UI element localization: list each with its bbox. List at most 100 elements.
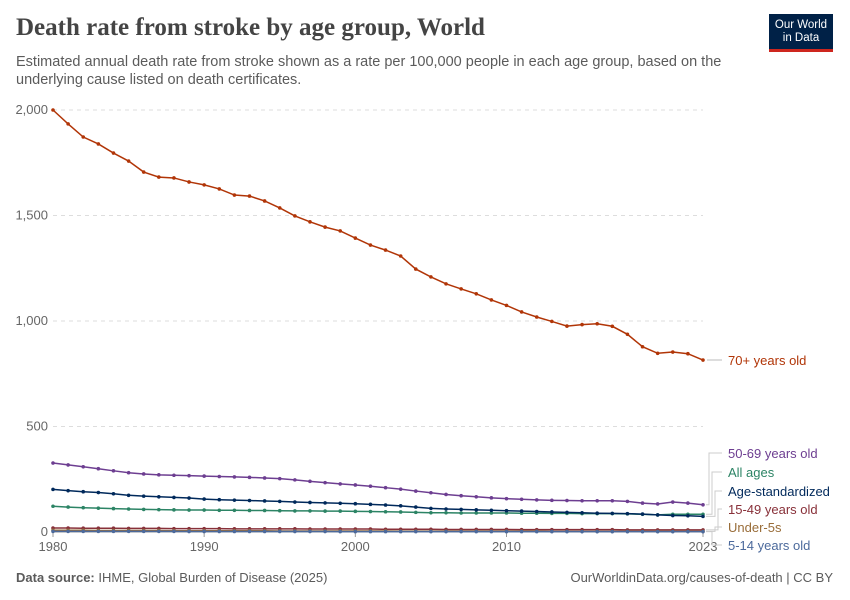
data-point xyxy=(504,529,509,534)
data-point xyxy=(610,529,615,534)
data-point xyxy=(670,350,675,354)
label-connector xyxy=(706,531,722,546)
data-point xyxy=(126,529,131,534)
data-point xyxy=(111,492,116,496)
data-point xyxy=(383,485,388,490)
data-point xyxy=(625,332,630,337)
data-point xyxy=(686,351,690,356)
x-tick-label: 2010 xyxy=(492,539,521,554)
data-point xyxy=(232,475,237,479)
data-point xyxy=(444,507,448,511)
data-point xyxy=(353,483,358,487)
data-point xyxy=(701,529,705,534)
series-label: 5-14 years old xyxy=(728,538,810,553)
data-point xyxy=(429,490,433,495)
data-point xyxy=(474,529,479,534)
data-point xyxy=(610,324,615,329)
y-tick-label: 500 xyxy=(26,419,48,434)
data-point xyxy=(96,142,101,146)
data-point xyxy=(413,267,418,271)
chart-subtitle: Estimated annual death rate from stroke … xyxy=(16,54,722,88)
data-point xyxy=(429,510,433,515)
data-point xyxy=(686,529,690,534)
label-connector xyxy=(706,508,722,531)
data-point xyxy=(338,509,343,513)
data-point xyxy=(550,529,554,534)
data-point xyxy=(610,498,615,503)
data-point xyxy=(96,490,101,495)
data-point xyxy=(217,529,222,534)
data-point xyxy=(217,474,222,479)
data-point xyxy=(534,529,539,534)
data-point xyxy=(368,484,373,489)
data-point xyxy=(51,461,55,465)
data-point xyxy=(565,498,569,503)
data-point xyxy=(262,199,267,203)
data-point xyxy=(111,529,116,534)
data-point xyxy=(66,505,70,509)
data-point xyxy=(519,497,524,502)
data-point xyxy=(247,194,252,198)
chart-title: Death rate from stroke by age group, Wor… xyxy=(16,14,485,41)
data-point xyxy=(323,501,327,505)
series-line-3 xyxy=(52,488,704,518)
data-point xyxy=(353,501,358,506)
data-point xyxy=(655,529,660,534)
data-point xyxy=(398,487,403,491)
owid-logo[interactable]: Our World in Data xyxy=(769,14,833,52)
series-label: 50-69 years old xyxy=(728,446,818,461)
series-line-1 xyxy=(52,462,704,506)
data-point xyxy=(277,499,282,504)
data-point xyxy=(368,243,373,247)
source-label: Data source: xyxy=(16,570,95,585)
data-point xyxy=(81,135,86,139)
data-point xyxy=(51,504,55,509)
data-point xyxy=(625,499,630,504)
data-point xyxy=(565,324,569,328)
x-tick-label: 2023 xyxy=(689,539,718,554)
data-point xyxy=(474,291,479,296)
data-point xyxy=(474,508,479,512)
data-point xyxy=(701,514,705,519)
data-point xyxy=(66,488,70,493)
x-tick-label: 2000 xyxy=(341,539,370,554)
data-point xyxy=(580,510,584,515)
data-point xyxy=(51,108,55,112)
data-point xyxy=(353,529,358,534)
data-point xyxy=(565,510,569,515)
data-point xyxy=(580,498,584,503)
data-point xyxy=(383,503,388,507)
data-point xyxy=(277,206,282,210)
data-point xyxy=(534,498,539,502)
data-point xyxy=(262,529,267,534)
data-point xyxy=(353,236,358,240)
data-point xyxy=(247,475,252,480)
data-point xyxy=(519,529,524,534)
data-point xyxy=(459,493,463,498)
data-point xyxy=(172,473,176,478)
data-point xyxy=(96,506,101,510)
data-point xyxy=(489,529,494,534)
label-connector xyxy=(706,526,722,532)
data-point xyxy=(670,500,675,504)
data-point xyxy=(308,500,312,505)
series-line-0 xyxy=(52,109,704,361)
data-point xyxy=(413,510,418,515)
data-point xyxy=(51,487,55,492)
data-point xyxy=(323,529,327,534)
data-point xyxy=(126,159,131,163)
footer-link[interactable]: OurWorldinData.org/causes-of-death | CC … xyxy=(570,570,833,585)
data-source: Data source: IHME, Global Burden of Dise… xyxy=(16,570,327,585)
source-text[interactable]: IHME, Global Burden of Disease (2025) xyxy=(98,570,328,585)
data-point xyxy=(232,508,237,513)
data-point xyxy=(534,509,539,514)
data-point xyxy=(247,498,252,503)
data-point xyxy=(187,508,191,512)
series-label: 70+ years old xyxy=(728,353,806,368)
data-point xyxy=(308,220,312,224)
data-point xyxy=(187,529,191,534)
data-point xyxy=(398,510,403,514)
label-connector xyxy=(706,471,722,515)
data-point xyxy=(66,529,70,534)
data-point xyxy=(595,321,599,326)
